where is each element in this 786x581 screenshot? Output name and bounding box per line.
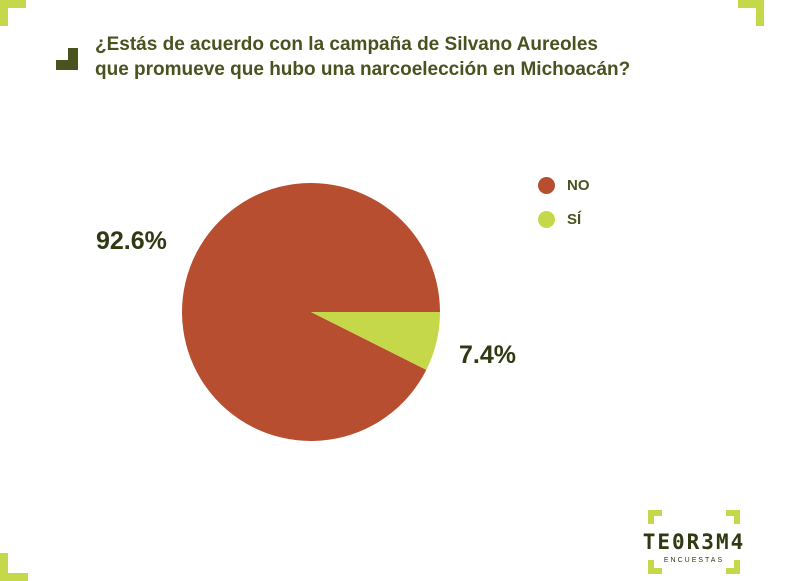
logo-frame-icon (648, 510, 740, 574)
bracket-bar (0, 573, 28, 581)
pie-slice-si (311, 312, 440, 370)
chart-title-line-2: que promueve que hubo una narcoelección … (95, 59, 631, 80)
logo-subtitle: ENCUESTAS (663, 557, 725, 564)
bracket-bar (0, 0, 26, 8)
legend-swatch-no (538, 176, 555, 194)
corner-bracket-bottom-left (0, 553, 28, 581)
logo-wordmark: TE0R3M4 (642, 530, 746, 554)
chart-title-line-1: ¿Estás de acuerdo con la campaña de Silv… (95, 34, 598, 55)
bracket-bar (0, 553, 8, 581)
chart-legend: NO SÍ (538, 175, 590, 243)
bracket-bar (738, 0, 764, 8)
data-label-no: 92.6% (96, 227, 167, 255)
corner-bracket-top-right (738, 0, 764, 26)
bracket-bar (756, 0, 764, 26)
legend-swatch-si (538, 210, 555, 228)
teorema-logo: TE0R3M4 ENCUESTAS (626, 510, 762, 574)
legend-item-si: SÍ (538, 209, 590, 229)
legend-label-no: NO (567, 176, 590, 194)
title-bracket-icon (56, 48, 78, 70)
corner-bracket-top-left (0, 0, 26, 26)
legend-label-si: SÍ (567, 210, 582, 228)
data-label-si: 7.4% (459, 341, 516, 369)
legend-item-no: NO (538, 175, 590, 195)
chart-title: ¿Estás de acuerdo con la campaña de Silv… (95, 32, 695, 82)
bracket-bar (0, 0, 8, 26)
